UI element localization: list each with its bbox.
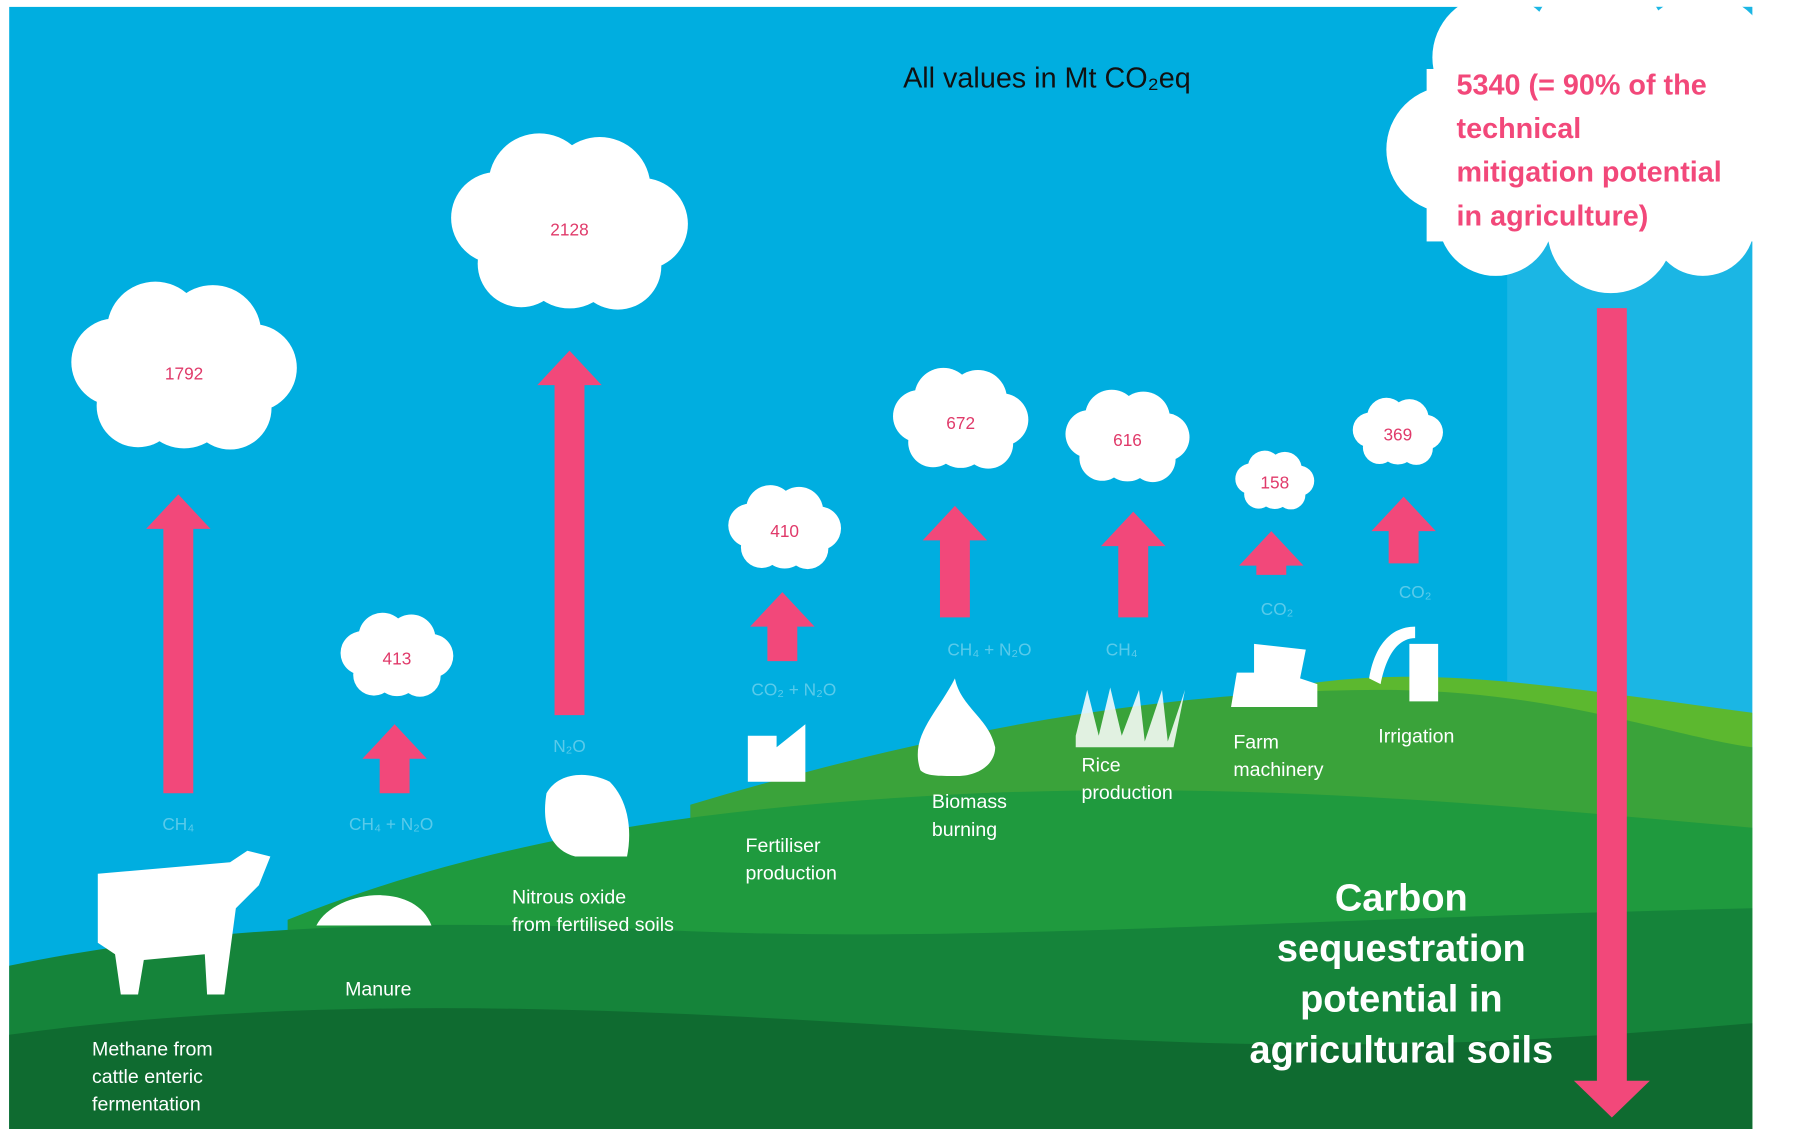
source: 2128 N₂O Nitrous oxide from fertilised soil… [451,133,688,936]
sequestration-arrowhead [1573,1080,1650,1118]
cloud-puff [1254,460,1295,501]
source-value: 410 [770,521,799,541]
hill [9,1008,1753,1129]
source-value: 672 [946,413,975,433]
source-value: 369 [1383,424,1412,444]
gas-label: CO₂ [1399,582,1432,602]
gas-label: CH₄ [1106,639,1138,659]
source-label: Rice [1081,754,1120,776]
source-label: Farm [1233,731,1279,753]
source: 410 CO₂ + N₂O Fertiliser production [728,485,842,885]
cow-icon [97,850,271,995]
source-label: production [746,863,837,885]
sequestration-line: potential in [1300,979,1502,1021]
emission-arrow [146,494,211,794]
source-label: Biomass [932,791,1007,813]
source-value: 2128 [550,220,588,240]
rice-icon [1075,687,1186,748]
factory-icon [747,724,806,782]
gas-label: CO₂ [1261,599,1294,619]
source-label: production [1081,782,1172,804]
gas-label: CH₄ + N₂O [349,814,433,834]
cloud [893,367,1029,469]
manure-icon [316,895,432,926]
source-value: 616 [1113,430,1142,450]
source: 413 CH₄ + N₂O Manure [340,612,454,1001]
sequestration-arrow [1596,308,1627,1090]
cloud [71,281,297,450]
cloud-puff [1374,409,1421,456]
emission-arrow [1371,496,1436,564]
source-label: Manure [345,979,411,1001]
gas-label: CH₄ [162,814,194,834]
emission-arrow [537,350,602,716]
cloud [728,485,842,570]
source-value: 158 [1260,473,1289,493]
cloud [340,612,454,697]
callout-line: mitigation potential [1457,157,1722,189]
cloud [1352,397,1443,465]
callout-text: 5340 (= 90% of the technical mitigation po… [1457,69,1722,232]
source: 1792 CH₄ Methane from cattle enteric ferment… [71,281,297,1116]
source-label: Methane from [92,1038,213,1060]
sequestration-line: agricultural soils [1249,1029,1553,1071]
source-label: Nitrous oxide [512,887,626,909]
cloud-puff [368,627,426,685]
source-label: machinery [1233,759,1323,781]
fire-icon [917,678,996,777]
title: All values in Mt CO₂eq [903,62,1191,94]
cloud [451,133,688,310]
gas-label: N₂O [553,736,586,756]
callout-line: in agriculture) [1457,200,1649,232]
source-label: fermentation [92,1094,201,1116]
source: 369 CO₂ Irrigation [1352,397,1454,748]
cloud-puff [926,385,996,455]
tractor-icon [1231,643,1318,708]
source-label: cattle enteric [92,1066,203,1088]
source: 616 CH₄ Rice production [1065,389,1190,804]
emission-arrow [362,724,427,794]
sequestration-line: Carbon [1335,878,1468,920]
callout-line: technical [1457,113,1582,145]
cloud [1065,389,1190,483]
source-label: Fertiliser [746,835,821,857]
cloud-puff [509,163,630,285]
source: 672 CH₄ + N₂O Biomass burning [893,367,1032,841]
gas-label: CH₄ + N₂O [947,639,1031,659]
callout-cloud [1386,0,1804,294]
source-value: 1792 [165,363,203,383]
emission-arrow [922,505,988,618]
irrigation-icon [1369,626,1439,702]
source-label: Irrigation [1378,726,1454,748]
cloud-puff [1095,405,1160,469]
source-label: burning [932,819,997,841]
sequestration-text: Carbon sequestration potential in agricultu… [1249,878,1553,1072]
source-value: 413 [383,649,412,669]
cloud [1235,450,1315,510]
source: 158 CO₂ Farm machinery [1233,450,1324,781]
emission-arrow [1101,511,1166,618]
source-label: from fertilised soils [512,914,674,936]
callout-line: 5340 (= 90% of the [1457,69,1707,101]
sack-icon [545,774,630,857]
sequestration-line: sequestration [1277,928,1526,970]
cloud-puff [755,499,814,558]
sources: 1792 CH₄ Methane from cattle enteric ferment… [71,133,1454,1116]
emission-arrow [1239,531,1304,575]
gas-label: CO₂ + N₂O [751,680,836,700]
cloud-puff [126,310,242,426]
